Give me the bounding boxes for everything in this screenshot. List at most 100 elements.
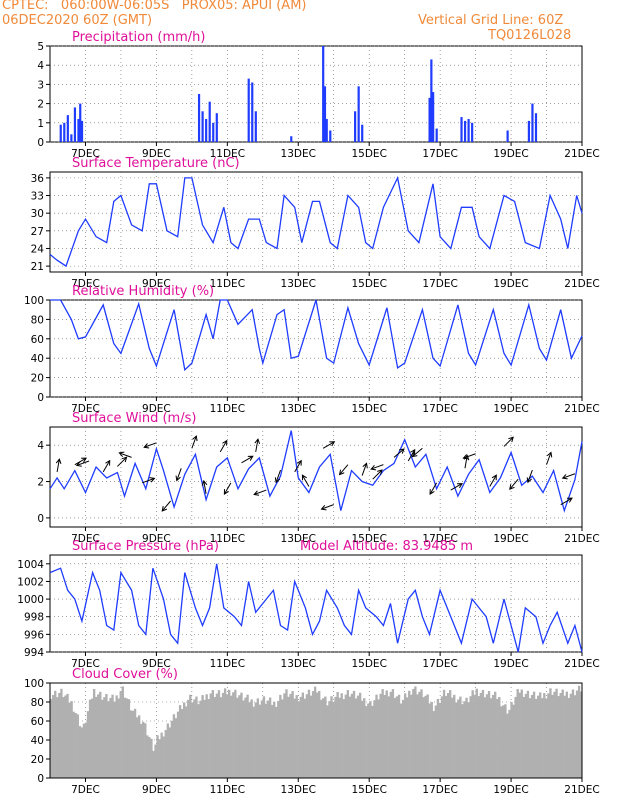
panel-6-cloud-bar (289, 693, 292, 778)
wind-arrow (201, 479, 208, 494)
panel-1-bar (325, 118, 328, 142)
panel-6-cloud-bar (491, 694, 495, 778)
panel-6-cloud-bar (496, 698, 499, 778)
wind-arrow-head (429, 489, 435, 495)
panel-6-cloud-bar (107, 701, 110, 778)
panel-6-cloud-bar (283, 693, 286, 778)
panel-1-bar (290, 136, 293, 142)
panel-6-cloud-bar (234, 689, 237, 778)
panel-5-frame (49, 554, 583, 653)
panel-6-cloud-bar (356, 695, 360, 778)
wind-arrow-head (247, 455, 254, 461)
panel-6-cloud-bar (201, 695, 204, 778)
wind-arrow-shaft (322, 441, 335, 449)
panel-1-bar (531, 103, 534, 142)
panel-4-xtick-label: 17DEC (422, 533, 457, 545)
panel-6-cloud-bar (428, 703, 431, 778)
panel-4-title: Surface Wind (m/s) (72, 411, 196, 426)
panel-6-cloud-bar (399, 703, 403, 778)
panel-6-cloud-bar (54, 690, 57, 778)
panel-6-cloud-bar (579, 691, 583, 778)
panel-4-ytick-label: 0 (37, 513, 44, 525)
panel-2-xtick-label: 17DEC (422, 278, 457, 290)
panel-6-xtick-label: 15DEC (351, 784, 386, 796)
panel-1-bar (201, 111, 204, 142)
panel-2-ytick-label: 30 (31, 208, 44, 220)
wind-arrow (143, 442, 157, 449)
panel-5-ytick-label: 1004 (17, 559, 44, 571)
panel-6-ytick-label: 0 (37, 773, 44, 785)
panel-6-cloud-bar (397, 694, 401, 778)
panel-6-cloud-bar (203, 699, 206, 778)
wind-arrow (560, 497, 573, 506)
panel-3-title: Relative Humidity (%) (72, 284, 214, 299)
panel-6-cloud-bar (418, 691, 421, 778)
wind-arrow-shaft (361, 463, 368, 476)
panel-6-cloud-bar (422, 697, 425, 778)
wind-arrow (370, 464, 384, 471)
wind-arrow-head (253, 490, 260, 496)
panel-6-cloud-bar (322, 698, 325, 778)
panel-1-bar (254, 111, 257, 142)
panel-6-cloud-bar (324, 696, 327, 778)
panel-6-cloud-bar (193, 699, 196, 778)
panel-1-bar (205, 118, 208, 142)
wind-arrow-shaft (275, 469, 282, 483)
panel-6-cloud-bar (528, 698, 532, 778)
panel-6-cloud-bar (250, 699, 253, 778)
panel-6-xtick-label: 17DEC (422, 784, 457, 796)
panel-6-xtick-label: 13DEC (281, 784, 316, 796)
wind-arrow-head (491, 474, 497, 481)
panel-6-cloud-bar (475, 688, 478, 778)
wind-arrow-shaft (339, 464, 349, 475)
panel-1-bar (212, 122, 215, 142)
wind-arrow-head (411, 451, 418, 458)
wind-arrow-head (546, 451, 553, 458)
header-line2: 06DEC2020 60Z (GMT) (2, 13, 153, 28)
panel-1-bar (506, 130, 509, 142)
panel-5-xtick-label: 19DEC (493, 658, 528, 670)
panel-6-cloud-bar (160, 732, 163, 778)
wind-arrow (253, 489, 267, 496)
panel-6-cloud-bar (178, 705, 182, 778)
wind-arrow (393, 448, 405, 458)
panel-6-cloud-bar (66, 693, 69, 778)
wind-arrow-head (398, 448, 405, 454)
panel-6-cloud-bar (330, 696, 333, 778)
panel-1-bar (432, 92, 435, 142)
panel-6-cloud-bar (189, 694, 192, 778)
panel-6-cloud-bar (115, 695, 118, 778)
panel-6-cloud-bar (406, 697, 409, 778)
panel-1-bar (463, 120, 467, 142)
panel-6-cloud-bar (414, 686, 417, 778)
panel-6-cloud-bar (58, 692, 61, 778)
panel-5-xtick-label: 13DEC (281, 658, 316, 670)
panel-6-cloud-bar (207, 699, 210, 778)
panel-1-bar (357, 86, 360, 142)
wind-arrow-shaft (56, 459, 60, 472)
wind-arrow (411, 447, 423, 458)
panel-6-cloud-bar (109, 697, 112, 778)
panel-6-cloud-bar (223, 688, 227, 778)
panel-6-ytick-label: 100 (24, 678, 44, 690)
panel-6-cloud-bar (436, 698, 440, 778)
wind-arrow (509, 478, 519, 490)
panel-2-ytick-label: 24 (31, 243, 45, 255)
panel-6-cloud-bar (520, 689, 523, 778)
panel-1-ytick-label: 2 (37, 99, 44, 111)
panel-3-xtick-label: 19DEC (493, 403, 528, 415)
panel-6-cloud-bar (299, 696, 302, 778)
panel-6-cloud-bar (246, 694, 249, 778)
wind-arrow (462, 453, 476, 460)
wind-arrow (274, 469, 282, 484)
panel-6-cloud-bar (92, 688, 96, 778)
panel-2-xtick-label: 9DEC (142, 278, 171, 290)
panel-6-cloud-bar (371, 705, 374, 778)
wind-arrow-head (81, 457, 87, 463)
panel-6-cloud-bar (264, 703, 268, 778)
panel-6-cloud-bar (119, 691, 122, 778)
panel-3-xtick-label: 9DEC (142, 403, 171, 415)
panel-6-cloud-bar (430, 702, 433, 778)
panel-6-cloud-bar (254, 702, 257, 778)
